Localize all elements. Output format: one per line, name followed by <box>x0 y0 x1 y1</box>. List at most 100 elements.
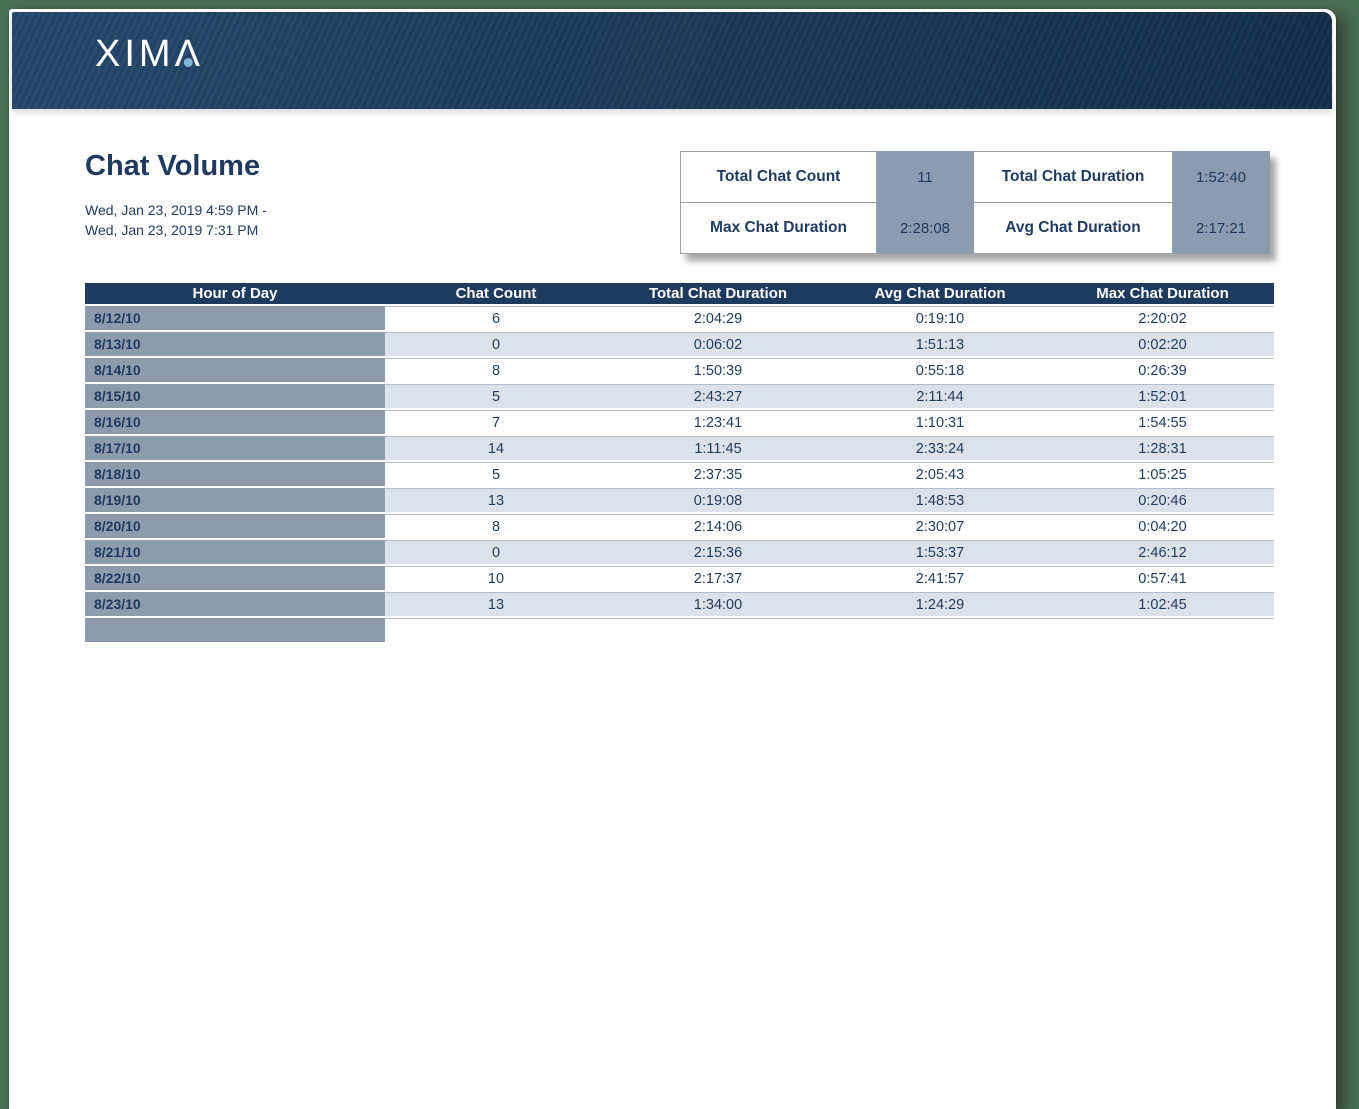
row-total-duration-cell: 1:34:00 <box>607 592 829 616</box>
row-max-duration-cell: 1:54:55 <box>1051 410 1274 434</box>
row-date-cell <box>85 618 385 642</box>
chat-volume-table: Hour of Day Chat Count Total Chat Durati… <box>85 281 1274 644</box>
row-date-cell: 8/19/10 <box>85 488 385 512</box>
table-row: 8/18/10 5 2:37:35 2:05:43 1:05:25 <box>85 462 1274 486</box>
row-avg-duration-cell: 2:33:24 <box>829 436 1051 460</box>
row-chat-count-cell: 13 <box>385 592 607 616</box>
row-chat-count-cell <box>385 618 607 642</box>
row-date-cell: 8/21/10 <box>85 540 385 564</box>
row-avg-duration-cell <box>829 618 1051 642</box>
row-chat-count-cell: 5 <box>385 384 607 408</box>
table-row: 8/15/10 5 2:43:27 2:11:44 1:52:01 <box>85 384 1274 408</box>
col-header-avg-chat-duration: Avg Chat Duration <box>829 283 1051 304</box>
row-total-duration-cell: 2:17:37 <box>607 566 829 590</box>
row-max-duration-cell: 0:20:46 <box>1051 488 1274 512</box>
table-row: 8/17/10 14 1:11:45 2:33:24 1:28:31 <box>85 436 1274 460</box>
brand-header-band: XIMΛ <box>12 12 1332 109</box>
summary-row: Total Chat Count 11 Total Chat Duration … <box>680 151 1270 203</box>
row-total-duration-cell: 1:50:39 <box>607 358 829 382</box>
row-total-duration-cell: 0:19:08 <box>607 488 829 512</box>
row-chat-count-cell: 6 <box>385 306 607 330</box>
row-total-duration-cell: 2:43:27 <box>607 384 829 408</box>
row-chat-count-cell: 8 <box>385 514 607 538</box>
row-date-cell: 8/15/10 <box>85 384 385 408</box>
row-total-duration-cell: 2:15:36 <box>607 540 829 564</box>
row-date-cell: 8/22/10 <box>85 566 385 590</box>
col-header-total-chat-duration: Total Chat Duration <box>607 283 829 304</box>
row-total-duration-cell: 1:11:45 <box>607 436 829 460</box>
table-row: 8/12/10 6 2:04:29 0:19:10 2:20:02 <box>85 306 1274 330</box>
summary-table: Total Chat Count 11 Total Chat Duration … <box>680 151 1270 254</box>
row-chat-count-cell: 0 <box>385 540 607 564</box>
date-range: Wed, Jan 23, 2019 4:59 PM - Wed, Jan 23,… <box>85 200 267 240</box>
row-avg-duration-cell: 1:24:29 <box>829 592 1051 616</box>
logo-dot-icon <box>184 58 194 67</box>
row-date-cell: 8/20/10 <box>85 514 385 538</box>
row-max-duration-cell: 1:05:25 <box>1051 462 1274 486</box>
summary-label-avg-chat-duration: Avg Chat Duration <box>973 202 1173 254</box>
row-total-duration-cell: 0:06:02 <box>607 332 829 356</box>
row-total-duration-cell: 2:37:35 <box>607 462 829 486</box>
summary-value-total-chat-count: 11 <box>876 151 974 203</box>
table-row <box>85 618 1274 642</box>
row-avg-duration-cell: 1:48:53 <box>829 488 1051 512</box>
xima-logo-lambda: Λ <box>174 33 204 75</box>
row-total-duration-cell: 2:04:29 <box>607 306 829 330</box>
table-row: 8/22/10 10 2:17:37 2:41:57 0:57:41 <box>85 566 1274 590</box>
row-date-cell: 8/14/10 <box>85 358 385 382</box>
summary-value-total-chat-duration: 1:52:40 <box>1172 151 1270 203</box>
row-chat-count-cell: 5 <box>385 462 607 486</box>
row-total-duration-cell: 1:23:41 <box>607 410 829 434</box>
row-max-duration-cell: 1:28:31 <box>1051 436 1274 460</box>
xima-logo-text: XIM <box>95 33 175 75</box>
row-avg-duration-cell: 0:55:18 <box>829 358 1051 382</box>
row-avg-duration-cell: 1:53:37 <box>829 540 1051 564</box>
row-chat-count-cell: 8 <box>385 358 607 382</box>
xima-logo: XIMΛ <box>95 35 204 73</box>
row-chat-count-cell: 0 <box>385 332 607 356</box>
row-avg-duration-cell: 1:10:31 <box>829 410 1051 434</box>
row-max-duration-cell: 0:57:41 <box>1051 566 1274 590</box>
table-header-row: Hour of Day Chat Count Total Chat Durati… <box>85 283 1274 304</box>
row-total-duration-cell: 2:14:06 <box>607 514 829 538</box>
row-chat-count-cell: 13 <box>385 488 607 512</box>
row-max-duration-cell: 0:26:39 <box>1051 358 1274 382</box>
col-header-max-chat-duration: Max Chat Duration <box>1051 283 1274 304</box>
row-avg-duration-cell: 0:19:10 <box>829 306 1051 330</box>
row-date-cell: 8/12/10 <box>85 306 385 330</box>
report-page: XIMΛ Chat Volume Wed, Jan 23, 2019 4:59 … <box>9 9 1336 1109</box>
summary-row: Max Chat Duration 2:28:08 Avg Chat Durat… <box>680 202 1270 254</box>
row-max-duration-cell <box>1051 618 1274 642</box>
table-row: 8/16/10 7 1:23:41 1:10:31 1:54:55 <box>85 410 1274 434</box>
row-avg-duration-cell: 2:30:07 <box>829 514 1051 538</box>
table-row: 8/13/10 0 0:06:02 1:51:13 0:02:20 <box>85 332 1274 356</box>
row-date-cell: 8/17/10 <box>85 436 385 460</box>
row-max-duration-cell: 1:02:45 <box>1051 592 1274 616</box>
row-max-duration-cell: 2:46:12 <box>1051 540 1274 564</box>
row-max-duration-cell: 0:02:20 <box>1051 332 1274 356</box>
summary-label-max-chat-duration: Max Chat Duration <box>680 202 877 254</box>
date-range-end: Wed, Jan 23, 2019 7:31 PM <box>85 222 259 238</box>
row-date-cell: 8/16/10 <box>85 410 385 434</box>
row-avg-duration-cell: 2:41:57 <box>829 566 1051 590</box>
summary-label-total-chat-duration: Total Chat Duration <box>973 151 1173 203</box>
row-avg-duration-cell: 2:11:44 <box>829 384 1051 408</box>
table-row: 8/14/10 8 1:50:39 0:55:18 0:26:39 <box>85 358 1274 382</box>
summary-label-total-chat-count: Total Chat Count <box>680 151 877 203</box>
row-chat-count-cell: 10 <box>385 566 607 590</box>
row-max-duration-cell: 2:20:02 <box>1051 306 1274 330</box>
col-header-chat-count: Chat Count <box>385 283 607 304</box>
col-header-hour-of-day: Hour of Day <box>85 283 385 304</box>
row-chat-count-cell: 7 <box>385 410 607 434</box>
table-row: 8/23/10 13 1:34:00 1:24:29 1:02:45 <box>85 592 1274 616</box>
row-avg-duration-cell: 2:05:43 <box>829 462 1051 486</box>
summary-value-avg-chat-duration: 2:17:21 <box>1172 202 1270 254</box>
page-title: Chat Volume <box>85 150 261 182</box>
table-row: 8/21/10 0 2:15:36 1:53:37 2:46:12 <box>85 540 1274 564</box>
row-total-duration-cell <box>607 618 829 642</box>
row-date-cell: 8/18/10 <box>85 462 385 486</box>
row-date-cell: 8/13/10 <box>85 332 385 356</box>
row-max-duration-cell: 0:04:20 <box>1051 514 1274 538</box>
row-avg-duration-cell: 1:51:13 <box>829 332 1051 356</box>
date-range-start: Wed, Jan 23, 2019 4:59 PM - <box>85 202 267 218</box>
